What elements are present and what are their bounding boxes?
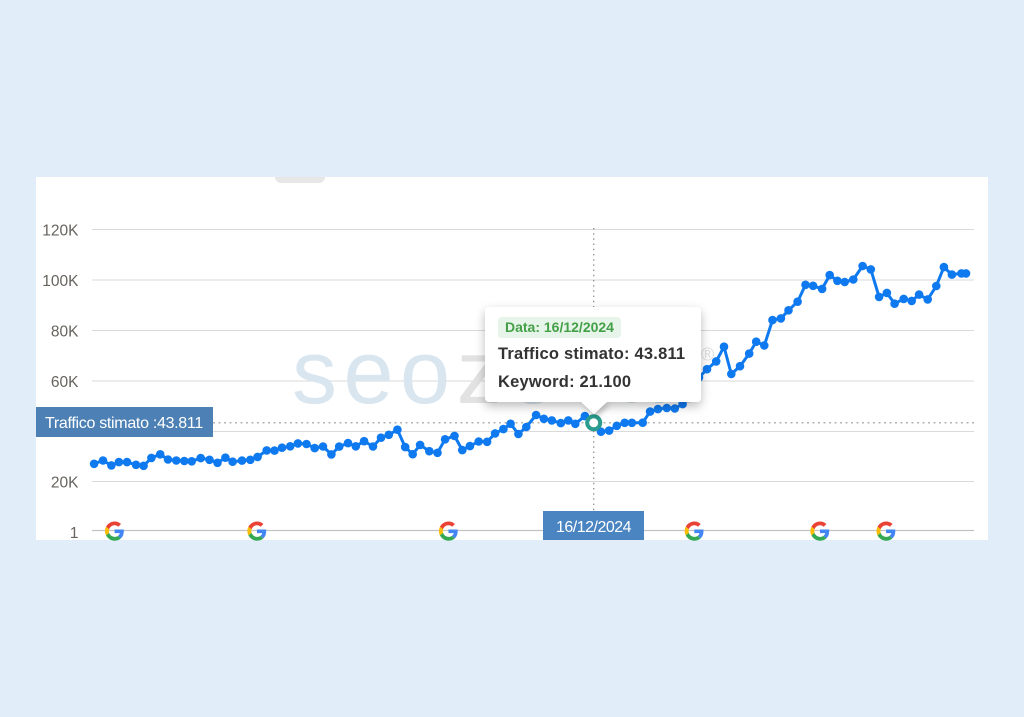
svg-text:60K: 60K (51, 374, 79, 391)
svg-text:1: 1 (70, 525, 79, 542)
svg-text:100K: 100K (42, 273, 79, 290)
svg-text:80K: 80K (51, 324, 79, 341)
svg-text:20K: 20K (51, 475, 79, 492)
svg-text:120K: 120K (42, 223, 79, 240)
svg-text:®: ® (701, 345, 714, 365)
